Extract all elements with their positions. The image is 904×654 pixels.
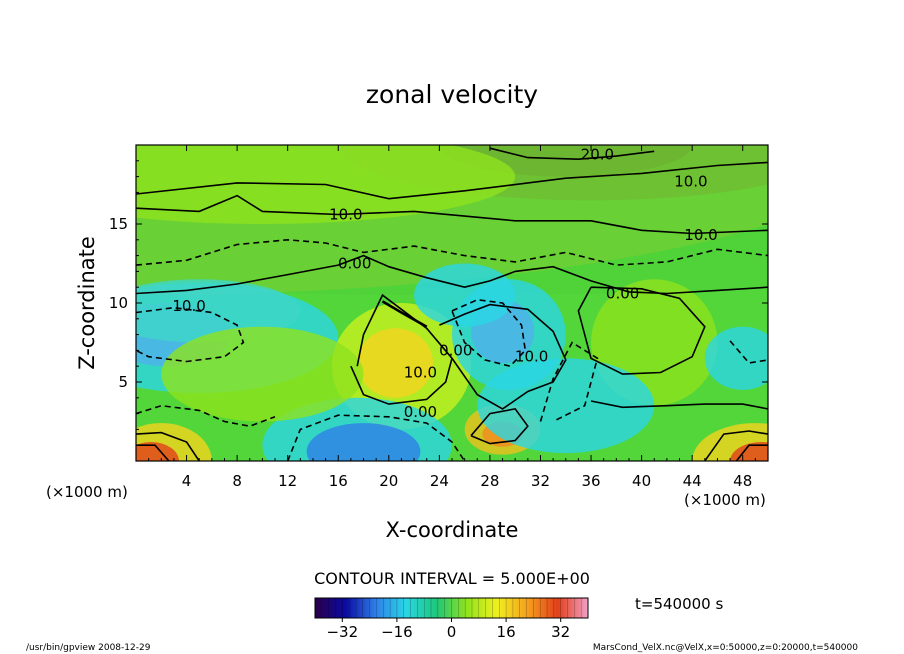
contour-line-negative — [136, 306, 245, 363]
x-tick-label: 40 — [632, 472, 651, 490]
colorbar-tick-label: −16 — [381, 623, 413, 641]
contour-line-negative — [136, 404, 276, 428]
field-blob — [704, 326, 768, 390]
field-blob — [161, 326, 364, 422]
x-axis-label: X-coordinate — [386, 518, 519, 542]
x-tick-label: 12 — [278, 472, 297, 490]
contour-label: 10.0 — [684, 226, 717, 244]
contour-line-negative — [286, 414, 466, 461]
x-unit-label-right: (×1000 m) — [684, 491, 766, 509]
field-blob — [357, 328, 434, 398]
contour-interval-text: CONTOUR INTERVAL = 5.000E+00 — [314, 569, 590, 588]
contour-label: 10.0 — [515, 348, 548, 366]
x-unit-label-left: (×1000 m) — [46, 483, 128, 501]
contour-label: 10.0 — [329, 206, 362, 224]
x-axis-ticks: 4 8 12 16 20 24 28 32 36 40 44 48 — [148, 145, 756, 490]
contour-label: 10.0 — [674, 172, 707, 190]
colorbar-tick-label: 0 — [447, 623, 457, 641]
x-tick-label: 48 — [733, 472, 752, 490]
field-blob — [477, 358, 655, 454]
y-tick-label: 10 — [109, 294, 128, 312]
contour-line-negative — [729, 340, 768, 364]
x-tick-label: 8 — [232, 472, 242, 490]
colorbar-tick-label: 16 — [497, 623, 516, 641]
contour-line — [136, 254, 768, 295]
contour-label: 10.0 — [404, 364, 437, 382]
contour-line — [356, 293, 567, 410]
contour-label: 10.0 — [172, 297, 205, 315]
field-blob — [306, 423, 421, 461]
y-tick-label: 15 — [109, 215, 128, 233]
contour-line — [470, 408, 529, 445]
contour-line-negative — [136, 238, 768, 266]
colorbar-tick-label: 32 — [551, 623, 570, 641]
x-tick-label: 24 — [430, 472, 449, 490]
y-tick-label: 5 — [118, 373, 128, 391]
contour-line — [735, 444, 768, 461]
contour-line — [577, 286, 706, 375]
chart-title: zonal velocity — [366, 80, 538, 109]
contour-labels: 20.010.010.010.00.000.0010.010.00.0010.0… — [172, 145, 717, 421]
contour-label: 20.0 — [581, 145, 614, 163]
velocity-field — [136, 145, 768, 461]
time-label: t=540000 s — [635, 595, 723, 613]
x-tick-label: 16 — [329, 472, 348, 490]
contour-line — [136, 444, 170, 461]
contour-line — [704, 430, 768, 461]
contour-line — [590, 400, 768, 410]
contour-line — [350, 358, 453, 405]
field-blob — [414, 263, 516, 327]
contour-label: 0.00 — [606, 285, 639, 303]
x-tick-label: 20 — [379, 472, 398, 490]
contour-line — [136, 161, 768, 200]
field-blob — [136, 442, 179, 461]
contour-line-negative — [539, 341, 599, 423]
contour-line — [136, 431, 200, 461]
field-blob — [136, 279, 301, 343]
footer-left: /usr/bin/gpview 2008-12-29 — [26, 643, 151, 653]
contour-line — [489, 147, 655, 161]
contour-label: 0.00 — [439, 341, 472, 359]
contour-line-negative — [451, 298, 527, 368]
x-tick-label: 36 — [581, 472, 600, 490]
footer-right: MarsCond_VelX.nc@VelX,x=0:50000,z=0:2000… — [593, 643, 858, 653]
y-axis-ticks: 5 10 15 — [109, 160, 768, 446]
contour-label: 0.00 — [338, 255, 371, 273]
x-tick-label: 28 — [480, 472, 499, 490]
colorbar: −32 −16 0 16 32 — [314, 597, 589, 641]
x-tick-label: 32 — [531, 472, 550, 490]
contour-label: 0.00 — [404, 403, 437, 421]
contour-line — [136, 194, 768, 235]
x-tick-label: 44 — [683, 472, 702, 490]
x-tick-label: 4 — [182, 472, 192, 490]
field-blob — [136, 145, 516, 224]
colorbar-tick-label: −32 — [326, 623, 358, 641]
y-axis-label: Z-coordinate — [75, 236, 99, 370]
